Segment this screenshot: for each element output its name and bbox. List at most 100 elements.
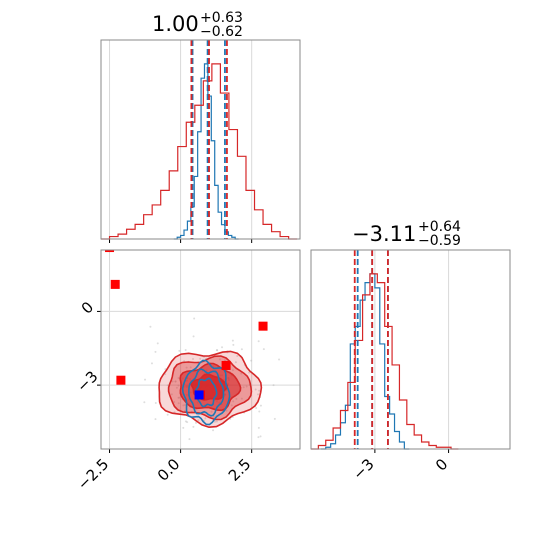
sample-point (259, 435, 262, 438)
sample-point (257, 426, 260, 429)
sample-point (177, 402, 180, 405)
y-tick-label-p1: −3 (73, 367, 101, 395)
sample-point (255, 406, 258, 409)
sample-point (197, 419, 200, 422)
sample-point (178, 349, 181, 352)
blue-contour-level-2 (181, 359, 231, 426)
x-tick-label-p0: 2.5 (225, 455, 255, 485)
red-marker (258, 321, 268, 331)
x-tick-label-p0: −2.5 (74, 455, 112, 493)
blue-marker (194, 390, 204, 400)
sample-point (258, 389, 261, 392)
histogram-p1-series-1 (311, 273, 459, 450)
sample-point (221, 346, 224, 349)
sample-point (171, 380, 174, 383)
sample-point (256, 393, 259, 396)
sample-point (186, 421, 189, 424)
sample-point (262, 348, 265, 351)
sample-point (166, 413, 169, 416)
sample-point (183, 404, 186, 407)
sample-point (193, 317, 196, 320)
sample-point (210, 410, 213, 413)
sample-point (234, 361, 237, 364)
marginal-title-p1-plus: +0.64 (418, 219, 461, 235)
sample-point (182, 426, 185, 429)
red-marker (221, 360, 231, 370)
sample-point (235, 397, 238, 400)
sample-point (154, 418, 157, 421)
sample-point (240, 397, 243, 400)
sample-point (182, 404, 185, 407)
sample-point (231, 369, 234, 372)
sample-point (278, 358, 281, 361)
sample-point (230, 404, 233, 407)
sample-point (225, 409, 228, 412)
sample-point (149, 325, 152, 328)
y-tick-label-p1: 0 (78, 298, 97, 317)
panel-frame (100, 39, 301, 240)
sample-point (250, 359, 253, 362)
sample-point (223, 359, 226, 362)
marginal-panel-p1: −3 0 (310, 249, 511, 483)
sample-point (166, 384, 169, 387)
sample-point (177, 384, 180, 387)
sample-point (245, 385, 248, 388)
plot-area (101, 250, 300, 449)
histogram-p0-series-1 (101, 63, 298, 240)
sample-point (232, 400, 235, 403)
sample-point (192, 357, 195, 360)
marginal-title-p0-median: 1.00 (152, 12, 199, 36)
sample-point (194, 421, 197, 424)
sample-point (257, 340, 260, 343)
red-marker (110, 279, 120, 289)
sample-point (189, 366, 192, 369)
plot-area (101, 40, 300, 239)
marginal-title-p0-plus: +0.63 (200, 10, 243, 26)
sample-point (215, 349, 218, 352)
sample-point (213, 420, 216, 423)
sample-point (204, 417, 207, 420)
marginal-title-p1: −3.11 +0.64 −0.59 (352, 219, 461, 249)
sample-point (240, 348, 243, 351)
x-tick-label-p1: −3 (349, 455, 377, 483)
sample-point (154, 350, 157, 353)
sample-point (258, 410, 261, 413)
sample-point (259, 404, 262, 407)
joint-content (105, 250, 281, 441)
sample-point (185, 366, 188, 369)
sample-point (240, 372, 243, 375)
sample-point (218, 358, 221, 361)
sample-point (273, 417, 276, 420)
panel-frame (310, 249, 511, 450)
sample-point (192, 425, 195, 428)
red-marker (116, 375, 126, 385)
sample-point (192, 335, 195, 338)
marginal-title-p0-minus: −0.62 (200, 24, 243, 40)
sample-point (248, 371, 251, 374)
sample-point (173, 401, 176, 404)
sample-point (154, 402, 157, 405)
sample-point (215, 420, 218, 423)
sample-point (199, 357, 202, 360)
sample-point (231, 339, 234, 342)
sample-point (144, 378, 147, 381)
sample-point (212, 429, 215, 432)
joint-panel: −2.5 0.0 2.5 −3 0 (73, 249, 301, 494)
panel-frame (100, 249, 301, 450)
marginal-panel-p0 (100, 39, 301, 243)
sample-point (178, 396, 181, 399)
sample-point (175, 386, 178, 389)
sample-point (174, 380, 177, 383)
sample-point (242, 386, 245, 389)
x-tick-label-p1: 0 (432, 455, 451, 474)
blue-contour-level-1 (188, 368, 225, 417)
x-tick-label-p0: 0.0 (154, 455, 184, 485)
sample-point (188, 438, 191, 441)
sample-point (156, 342, 159, 345)
marginal-title-p1-median: −3.11 (352, 222, 416, 246)
sample-point (257, 436, 260, 439)
red-marker (105, 250, 115, 253)
plot-area (311, 250, 510, 449)
sample-point (254, 388, 257, 391)
